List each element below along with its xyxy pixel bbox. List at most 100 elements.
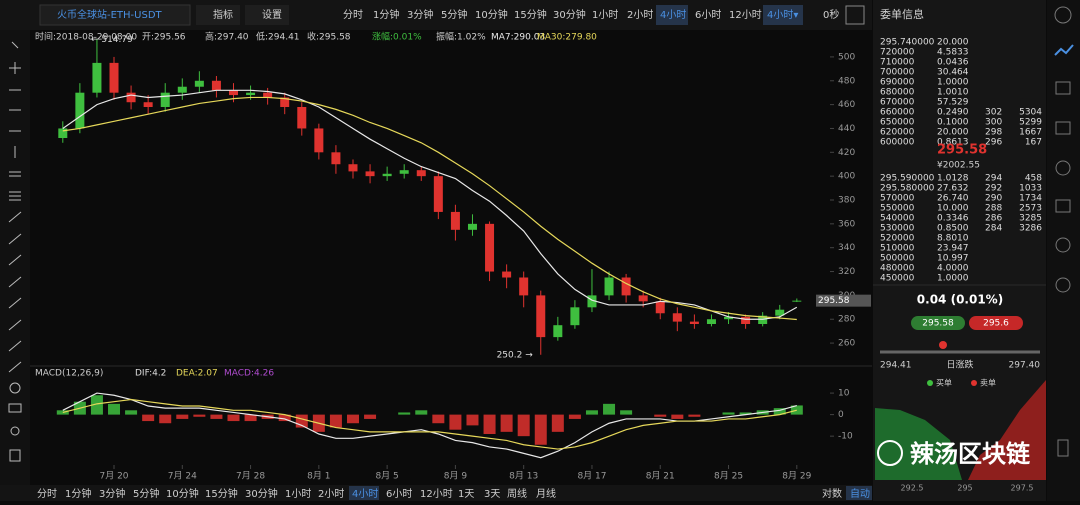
period-button[interactable]: 12小时 xyxy=(420,488,453,500)
x-tick-label: 8月 25 xyxy=(714,471,743,482)
depth-tick: 295 xyxy=(957,484,972,493)
depth-tick: 297.5 xyxy=(1011,484,1034,493)
book-cell: 295.580000 xyxy=(880,184,935,194)
candle-body xyxy=(263,92,273,98)
book-cell: 5304 xyxy=(1019,108,1042,118)
macd-bar xyxy=(398,412,411,415)
auto-toggle[interactable]: 自动 xyxy=(850,487,870,500)
period-button[interactable]: 1分钟 xyxy=(65,487,91,500)
indicator-button[interactable] xyxy=(196,5,240,25)
book-cell: 26.740 xyxy=(937,194,969,204)
period-button[interactable]: 4小时 xyxy=(660,9,686,21)
period-button[interactable]: 30分钟 xyxy=(553,8,586,21)
period-button[interactable]: 1天 xyxy=(458,489,474,500)
candle-body xyxy=(211,80,221,91)
settings-label[interactable]: 设置 xyxy=(262,9,282,21)
book-cell: 480000 xyxy=(880,264,915,274)
period-button[interactable]: 6小时 xyxy=(695,9,721,21)
period-button[interactable]: 分时 xyxy=(37,488,57,500)
book-cell: 600000 xyxy=(880,138,915,148)
book-cell: 5299 xyxy=(1019,118,1042,128)
period-button[interactable]: 3分钟 xyxy=(99,487,125,500)
period-button[interactable]: 1小时 xyxy=(592,9,618,21)
y-tick-label: 320 xyxy=(838,267,855,277)
sell-price[interactable]: 295.6 xyxy=(983,319,1009,329)
period-button[interactable]: 10分钟 xyxy=(166,487,199,500)
day-label: 日涨跌 xyxy=(946,360,973,371)
info-item: 时间:2018-08-29 08:00 xyxy=(35,31,137,43)
x-tick-label: 8月 17 xyxy=(577,471,606,482)
period-button[interactable]: 分时 xyxy=(343,9,363,21)
log-toggle[interactable]: 对数 xyxy=(822,487,842,500)
fullscreen-icon[interactable] xyxy=(845,5,865,25)
period-button[interactable]: 4小时▾ xyxy=(767,9,798,21)
sell-button[interactable] xyxy=(969,316,1023,330)
candle-body xyxy=(724,316,734,320)
period-button[interactable]: 2小时 xyxy=(627,9,653,21)
period-button[interactable]: 6小时 xyxy=(386,488,412,500)
period-button[interactable]: 月线 xyxy=(536,487,556,500)
period-button[interactable]: 15分钟 xyxy=(514,8,547,21)
period-button[interactable]: 3分钟 xyxy=(407,8,433,21)
last-price: 295.58 xyxy=(818,296,850,306)
settings-button[interactable] xyxy=(245,5,289,25)
period-button[interactable]: 5分钟 xyxy=(441,8,467,21)
info-item: 高:297.40 xyxy=(205,31,249,43)
auto-active xyxy=(846,486,872,500)
book-cell: 650000 xyxy=(880,118,915,128)
book-cell: 4.0000 xyxy=(937,264,969,274)
macd-bar xyxy=(500,414,513,432)
y-tick-label: 280 xyxy=(838,315,855,325)
symbol[interactable]: 火币全球站-ETH-USDT xyxy=(57,8,163,21)
macd-legend: DEA:2.07 xyxy=(176,369,218,379)
buy-price[interactable]: 295.58 xyxy=(922,319,954,329)
macd-bar xyxy=(585,410,598,415)
book-cell: 690000 xyxy=(880,78,915,88)
candle-body xyxy=(348,164,358,172)
buy-button[interactable] xyxy=(911,316,965,330)
period-button[interactable]: 2小时 xyxy=(318,488,344,500)
period-button[interactable]: 周线 xyxy=(507,487,527,500)
indicator-label[interactable]: 指标 xyxy=(213,8,233,21)
candle-body xyxy=(792,300,802,302)
symbol-box[interactable] xyxy=(39,4,191,26)
y-tick-label: 440 xyxy=(838,124,855,134)
book-cell: 302 xyxy=(985,108,1002,118)
period-button[interactable]: 15分钟 xyxy=(205,487,238,500)
book-cell: 680000 xyxy=(880,88,915,98)
period-button[interactable]: 30分钟 xyxy=(245,487,278,500)
y-tick-label: 460 xyxy=(838,100,855,110)
book-cell: 530000 xyxy=(880,224,915,234)
macd-bar xyxy=(159,414,172,424)
macd-bar xyxy=(722,412,735,415)
y-tick-label: 260 xyxy=(838,339,855,349)
period-button[interactable]: 1分钟 xyxy=(373,8,399,21)
macd-tick-label: -10 xyxy=(838,432,853,442)
book-cell: 295.590000 xyxy=(880,174,935,184)
book-cell: 290 xyxy=(985,194,1002,204)
candle-body xyxy=(689,321,699,324)
period-button[interactable]: 5分钟 xyxy=(133,487,159,500)
ma-line xyxy=(62,96,797,321)
candle-body xyxy=(246,92,256,96)
candle-body xyxy=(741,316,751,324)
macd-bar xyxy=(603,403,616,415)
macd-bar xyxy=(193,414,206,417)
candle-body xyxy=(382,173,392,177)
period-button[interactable]: 3天 xyxy=(484,489,500,500)
period-button[interactable]: 10分钟 xyxy=(475,8,508,21)
book-cell: 3285 xyxy=(1019,214,1042,224)
book-cell: 0.0436 xyxy=(937,58,969,68)
day-marker xyxy=(939,341,947,349)
candle-body xyxy=(229,90,238,96)
period-button[interactable]: 1小时 xyxy=(285,488,311,500)
panel-title: 委单信息 xyxy=(880,7,924,21)
candle-body xyxy=(75,92,85,129)
period-active xyxy=(656,5,688,25)
period-button[interactable]: 4小时 xyxy=(352,488,378,500)
book-cell: 0.8500 xyxy=(937,224,969,234)
book-cell: 167 xyxy=(1025,138,1042,148)
period-button[interactable]: 12小时 xyxy=(729,9,762,21)
book-cell: 458 xyxy=(1025,174,1042,184)
macd-bar xyxy=(125,410,138,415)
